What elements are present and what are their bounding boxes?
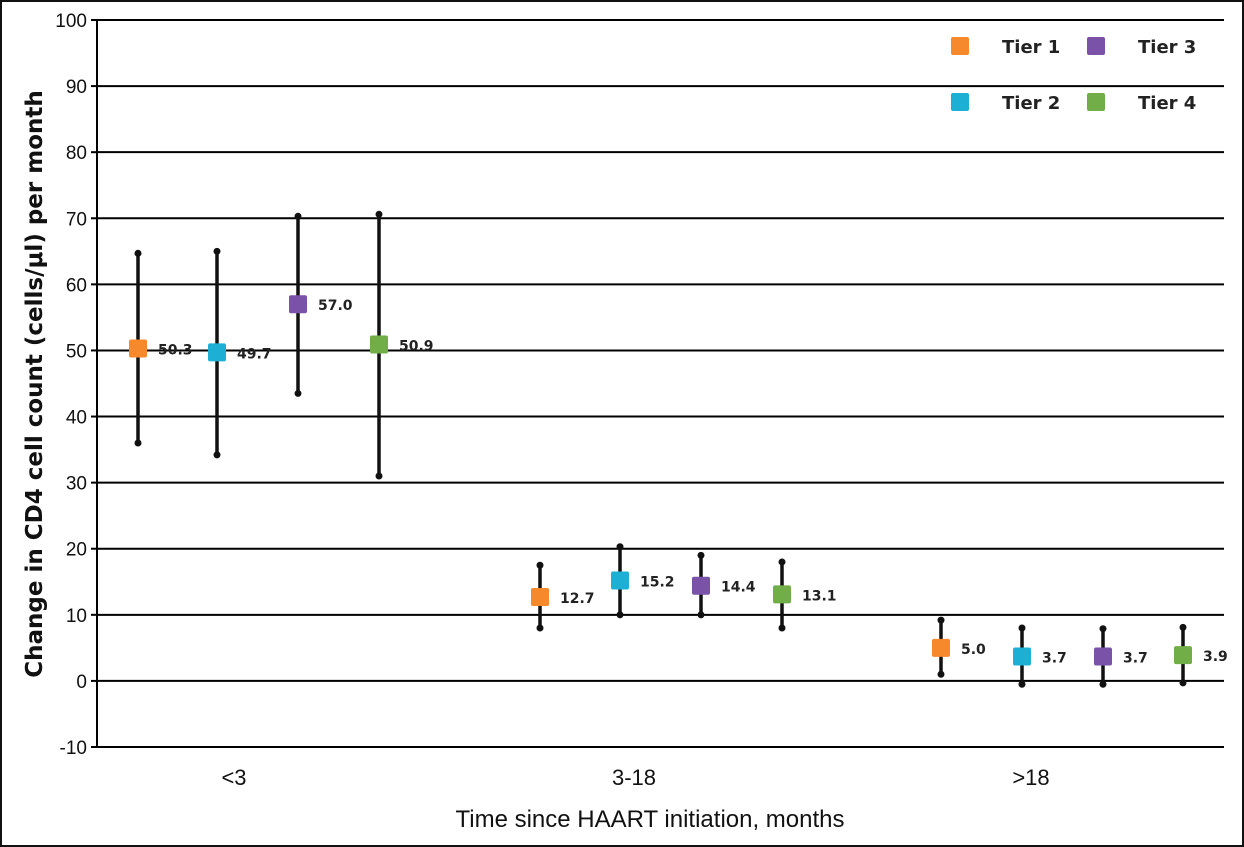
error-cap-bottom	[937, 670, 945, 678]
data-label: 5.0	[961, 642, 986, 658]
data-point	[773, 585, 791, 604]
data-point	[1094, 647, 1112, 666]
error-cap-top	[1018, 624, 1026, 632]
error-cap-bottom	[536, 624, 544, 632]
data-point-group: 12.7	[531, 561, 595, 632]
legend-swatch	[1087, 37, 1105, 55]
error-cap-bottom	[294, 389, 302, 397]
error-cap-top	[213, 247, 221, 255]
y-axis-title: Change in CD4 cell count (cells/μl) per …	[22, 90, 48, 678]
legend-item: Tier 3	[1087, 37, 1196, 58]
x-axis-title: Time since HAART initiation, months	[455, 806, 844, 833]
axes: -10 0 10 20 30 40 50 60 70 80 90 100 <3 3-18 >18	[55, 11, 1049, 790]
error-cap-top	[536, 561, 544, 569]
error-cap-bottom	[1018, 680, 1026, 688]
data-point	[370, 335, 388, 354]
data-label: 13.1	[802, 588, 837, 604]
legend-label: Tier 2	[1002, 93, 1060, 114]
x-tick-label: 3-18	[612, 765, 656, 790]
error-cap-bottom	[1179, 679, 1187, 687]
data-point-group: 5.0	[932, 616, 986, 678]
error-cap-bottom	[697, 611, 705, 619]
data-label: 14.4	[721, 580, 756, 596]
data-point-group: 49.7	[208, 247, 272, 459]
data-point-group: 50.3	[129, 249, 193, 447]
error-cap-bottom	[375, 472, 383, 480]
data-point	[289, 295, 307, 314]
data-point	[692, 576, 710, 595]
data-label: 15.2	[640, 574, 675, 590]
data-point	[1174, 646, 1192, 665]
data-label: 49.7	[237, 346, 272, 362]
data-point-group: 14.4	[692, 551, 756, 619]
y-tick-label: 20	[66, 540, 87, 561]
y-tick-label: 80	[66, 143, 87, 164]
legend-label: Tier 4	[1138, 93, 1196, 114]
data-point	[531, 587, 549, 606]
x-tick-label: >18	[1012, 765, 1049, 790]
y-tick-label: 10	[66, 606, 87, 627]
data-label: 3.9	[1203, 649, 1228, 665]
data-label: 50.9	[399, 339, 434, 355]
legend-item: Tier 4	[1087, 93, 1196, 114]
data-point	[208, 343, 226, 362]
data-point-group: 3.7	[1013, 624, 1067, 688]
data-label: 3.7	[1123, 650, 1148, 666]
error-cap-bottom	[134, 439, 142, 447]
data-point	[611, 571, 629, 590]
data-label: 57.0	[318, 298, 353, 314]
data-point	[1013, 647, 1031, 666]
y-tick-label: 100	[55, 11, 87, 32]
data-label: 50.3	[158, 342, 193, 358]
x-tick-label: <3	[221, 765, 246, 790]
error-cap-top	[697, 551, 705, 559]
legend-swatch	[1087, 93, 1105, 111]
error-cap-top	[294, 212, 302, 220]
data-point-group: 50.9	[370, 210, 434, 480]
error-cap-bottom	[213, 451, 221, 459]
error-cap-top	[375, 210, 383, 218]
error-cap-top	[134, 249, 142, 257]
data-point-group: 3.7	[1094, 625, 1148, 688]
data-label: 3.7	[1042, 650, 1067, 666]
data-point-group: 57.0	[289, 212, 353, 397]
y-tick-label: 70	[66, 209, 87, 230]
legend-swatch	[951, 37, 969, 55]
legend: Tier 1 Tier 2 Tier 3 Tier 4	[951, 37, 1196, 114]
legend-label: Tier 3	[1138, 37, 1196, 58]
y-tick-label: 90	[66, 77, 87, 98]
data-point	[932, 638, 950, 657]
legend-label: Tier 1	[1002, 37, 1060, 58]
data-point-group: 3.9	[1174, 623, 1228, 687]
legend-item: Tier 1	[951, 37, 1060, 58]
y-tick-label: 40	[66, 408, 87, 429]
error-cap-top	[1099, 625, 1107, 633]
plot-area: 50.3 12.7 5.0 49.7 15.2 3.7 57.0 14.4 3.7 50.9 13.…	[129, 210, 1228, 688]
y-tick-label: -10	[60, 738, 87, 759]
y-tick-label: 30	[66, 474, 87, 495]
data-point-group: 13.1	[773, 558, 837, 632]
y-tick-label: 60	[66, 275, 87, 296]
error-cap-top	[1179, 623, 1187, 631]
error-cap-top	[778, 558, 786, 566]
error-cap-top	[616, 543, 624, 551]
error-cap-bottom	[616, 611, 624, 619]
y-tick-label: 50	[66, 341, 87, 362]
data-point	[129, 339, 147, 358]
error-cap-bottom	[1099, 680, 1107, 688]
error-cap-top	[937, 616, 945, 624]
error-cap-bottom	[778, 624, 786, 632]
data-point-group: 15.2	[611, 543, 675, 619]
y-tick-label: 0	[76, 672, 87, 693]
legend-item: Tier 2	[951, 93, 1060, 114]
gridlines	[97, 19, 1224, 748]
legend-swatch	[951, 93, 969, 111]
data-label: 12.7	[560, 591, 595, 607]
